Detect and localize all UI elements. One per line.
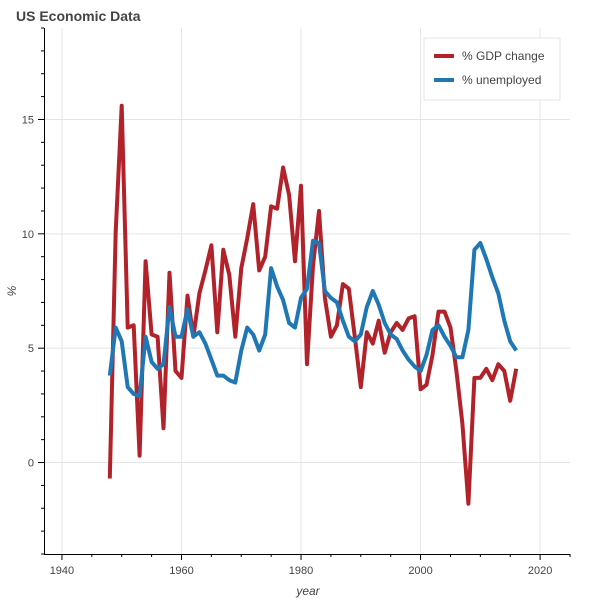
y-tick-label: 15 — [22, 114, 34, 126]
y-tick-label: 10 — [22, 229, 34, 241]
legend-label-0: % GDP change — [462, 49, 545, 63]
legend-box — [423, 37, 561, 101]
chart-title: US Economic Data — [16, 8, 141, 24]
legend: % GDP change % unemployed — [423, 37, 561, 101]
y-tick-label: 0 — [28, 458, 34, 470]
x-tick-label: 2020 — [528, 565, 552, 577]
series-layer — [107, 103, 519, 506]
x-axis-label: year — [295, 584, 320, 598]
x-tick-label: 1940 — [50, 565, 74, 577]
x-tick-label: 2000 — [408, 565, 432, 577]
y-axis-label: % — [5, 285, 19, 296]
axes: 1940 1960 1980 2000 2020 0 5 10 15 — [22, 27, 571, 577]
legend-label-1: % unemployed — [462, 73, 541, 87]
series-line-1 — [107, 238, 518, 399]
y-tick-label: 5 — [28, 343, 34, 355]
x-tick-label: 1960 — [169, 565, 193, 577]
series-line-0 — [107, 103, 519, 506]
x-tick-label: 1980 — [289, 565, 313, 577]
